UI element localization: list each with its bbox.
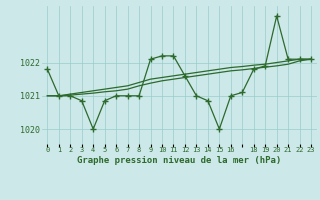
X-axis label: Graphe pression niveau de la mer (hPa): Graphe pression niveau de la mer (hPa) [77,156,281,165]
